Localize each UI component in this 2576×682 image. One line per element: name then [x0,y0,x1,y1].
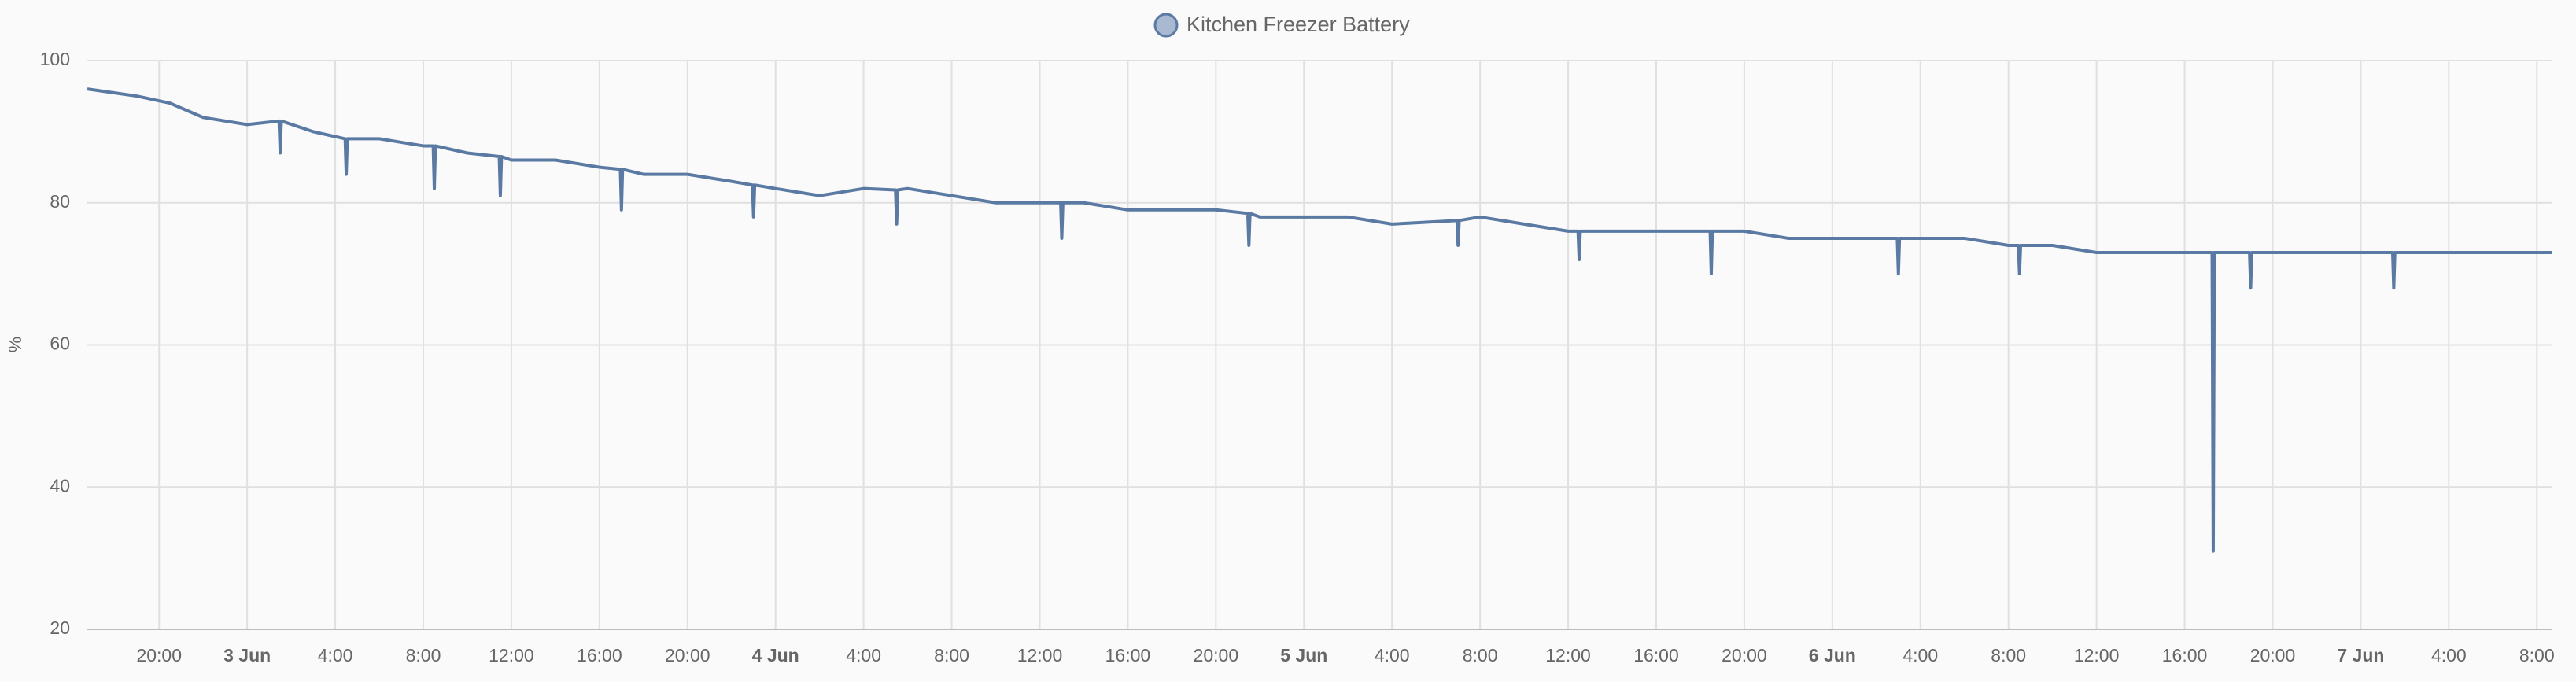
legend-marker[interactable] [1153,13,1179,38]
x-tick-label: 4:00 [318,645,353,665]
x-tick-label: 4:00 [2431,645,2467,665]
x-tick-label: 16:00 [1105,645,1151,665]
x-tick-label: 16:00 [577,645,622,665]
x-tick-label: 8:00 [406,645,441,665]
x-tick-label: 4:00 [846,645,881,665]
x-tick-label: 8:00 [1463,645,1498,665]
y-axis-label: % [5,337,25,352]
x-tick-label: 20:00 [136,645,182,665]
legend-label[interactable]: Kitchen Freezer Battery [1187,13,1410,36]
x-tick-label: 12:00 [2074,645,2120,665]
x-tick-label: 8:00 [1991,645,2026,665]
x-tick-label: 8:00 [934,645,969,665]
x-tick-label: 4 Jun [752,645,799,665]
x-tick-label: 5 Jun [1280,645,1327,665]
x-tick-label: 20:00 [2250,645,2296,665]
data-line [87,87,2552,553]
x-tick-label: 16:00 [2162,645,2208,665]
y-tick-label: 80 [50,191,70,212]
x-tick-label: 6 Jun [1809,645,1856,665]
x-tick-label: 20:00 [1194,645,1239,665]
y-tick-label: 40 [50,475,70,496]
x-tick-label: 12:00 [489,645,534,665]
y-tick-label: 100 [40,49,70,69]
x-tick-label: 20:00 [665,645,710,665]
x-tick-label: 7 Jun [2337,645,2384,665]
x-tick-label: 16:00 [1633,645,1679,665]
x-tick-label: 4:00 [1375,645,1410,665]
x-tick-label: 3 Jun [223,645,271,665]
y-tick-label: 60 [50,334,70,354]
x-tick-label: 12:00 [1017,645,1063,665]
x-tick-label: 4:00 [1902,645,1938,665]
x-tick-label: 12:00 [1545,645,1591,665]
y-tick-label: 20 [50,617,70,638]
x-tick-label: 20:00 [1722,645,1767,665]
x-tick-label: 8:00 [2519,645,2555,665]
